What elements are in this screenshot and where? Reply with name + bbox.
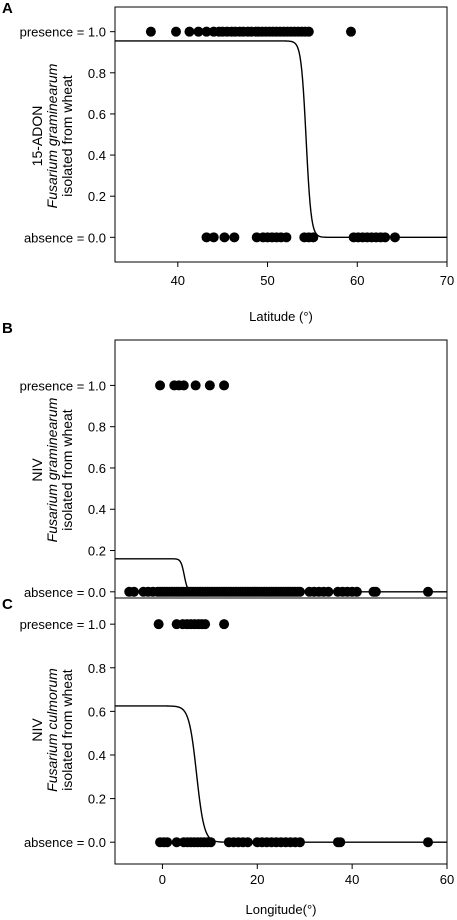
panel-letter: C: [2, 596, 13, 613]
absence-point: [423, 837, 434, 848]
fitted-curve: [115, 40, 447, 239]
y-tick-label: presence = 1.0: [20, 25, 106, 40]
y-axis-label-line: isolated from wheat: [59, 75, 75, 197]
presence-point: [200, 619, 211, 630]
y-tick-label: 0.6: [88, 704, 106, 719]
absence-point: [351, 586, 362, 597]
presence-point: [219, 619, 230, 630]
y-axis-label-line: Fusarium graminearum: [44, 397, 60, 542]
y-tick-label: 0.4: [88, 502, 106, 517]
x-axis-label: Latitude (°): [249, 309, 313, 324]
presence-point: [178, 380, 189, 391]
absence-point: [335, 837, 346, 848]
absence-point: [171, 837, 182, 848]
presence-point: [345, 26, 356, 37]
absence-point: [294, 837, 305, 848]
absence-point: [162, 837, 173, 848]
absence-point: [229, 232, 240, 243]
y-axis-label-line: NIV: [29, 458, 45, 482]
y-axis-label-line: NIV: [29, 718, 45, 742]
absence-point: [219, 232, 230, 243]
y-tick-label: 0.8: [88, 66, 106, 81]
presence-point: [171, 26, 182, 37]
y-axis-label-line: Fusarium culmorum: [44, 668, 60, 792]
presence-point: [303, 26, 314, 37]
absence-point: [201, 232, 212, 243]
presence-point: [184, 26, 195, 37]
absence-point: [389, 232, 400, 243]
presence-point: [190, 380, 201, 391]
plot-frame: [114, 6, 448, 263]
x-tick-label: 60: [350, 273, 364, 288]
absence-point: [423, 586, 434, 597]
x-tick-label: 40: [345, 872, 359, 887]
y-axis-label-line: isolated from wheat: [59, 669, 75, 791]
y-tick-label: presence = 1.0: [20, 617, 106, 632]
y-axis-label-line: 15-ADON: [29, 106, 45, 167]
absence-point: [128, 586, 139, 597]
x-tick-label: 40: [171, 273, 185, 288]
fitted-curve: [115, 705, 447, 843]
x-axis-label: Longitude(°): [246, 902, 317, 917]
y-tick-label: presence = 1.0: [20, 378, 106, 393]
x-tick-label: 70: [440, 273, 454, 288]
x-tick-label: 60: [440, 872, 454, 887]
y-tick-label: 0.2: [88, 189, 106, 204]
absence-point: [308, 232, 319, 243]
presence-point: [155, 380, 166, 391]
absence-point: [370, 586, 381, 597]
y-tick-label: absence = 0.0: [24, 835, 106, 850]
x-tick-label: 0: [159, 872, 166, 887]
absence-point: [205, 837, 216, 848]
absence-point: [242, 837, 253, 848]
y-axis-label-line: Fusarium graminearum: [44, 63, 60, 208]
y-tick-label: 0.8: [88, 661, 106, 676]
presence-point: [204, 380, 215, 391]
absence-point: [281, 232, 292, 243]
absence-point: [380, 232, 391, 243]
absence-point: [294, 586, 305, 597]
y-tick-label: 0.8: [88, 420, 106, 435]
panel-letter: B: [2, 320, 13, 337]
y-tick-label: absence = 0.0: [24, 585, 106, 600]
x-tick-label: 20: [250, 872, 264, 887]
plot-frame: [114, 597, 448, 865]
x-tick-label: 50: [260, 273, 274, 288]
presence-point: [145, 26, 156, 37]
presence-point: [219, 380, 230, 391]
y-tick-label: 0.2: [88, 544, 106, 559]
y-tick-label: 0.6: [88, 107, 106, 122]
presence-point: [201, 26, 212, 37]
y-tick-label: 0.6: [88, 461, 106, 476]
absence-point: [208, 232, 219, 243]
y-tick-label: 0.4: [88, 148, 106, 163]
y-tick-label: 0.4: [88, 748, 106, 763]
panel-letter: A: [2, 0, 13, 17]
y-axis-label-line: isolated from wheat: [59, 409, 75, 531]
y-tick-label: 0.2: [88, 792, 106, 807]
absence-point: [323, 586, 334, 597]
presence-point: [193, 26, 204, 37]
y-tick-label: absence = 0.0: [24, 230, 106, 245]
presence-point: [153, 619, 164, 630]
